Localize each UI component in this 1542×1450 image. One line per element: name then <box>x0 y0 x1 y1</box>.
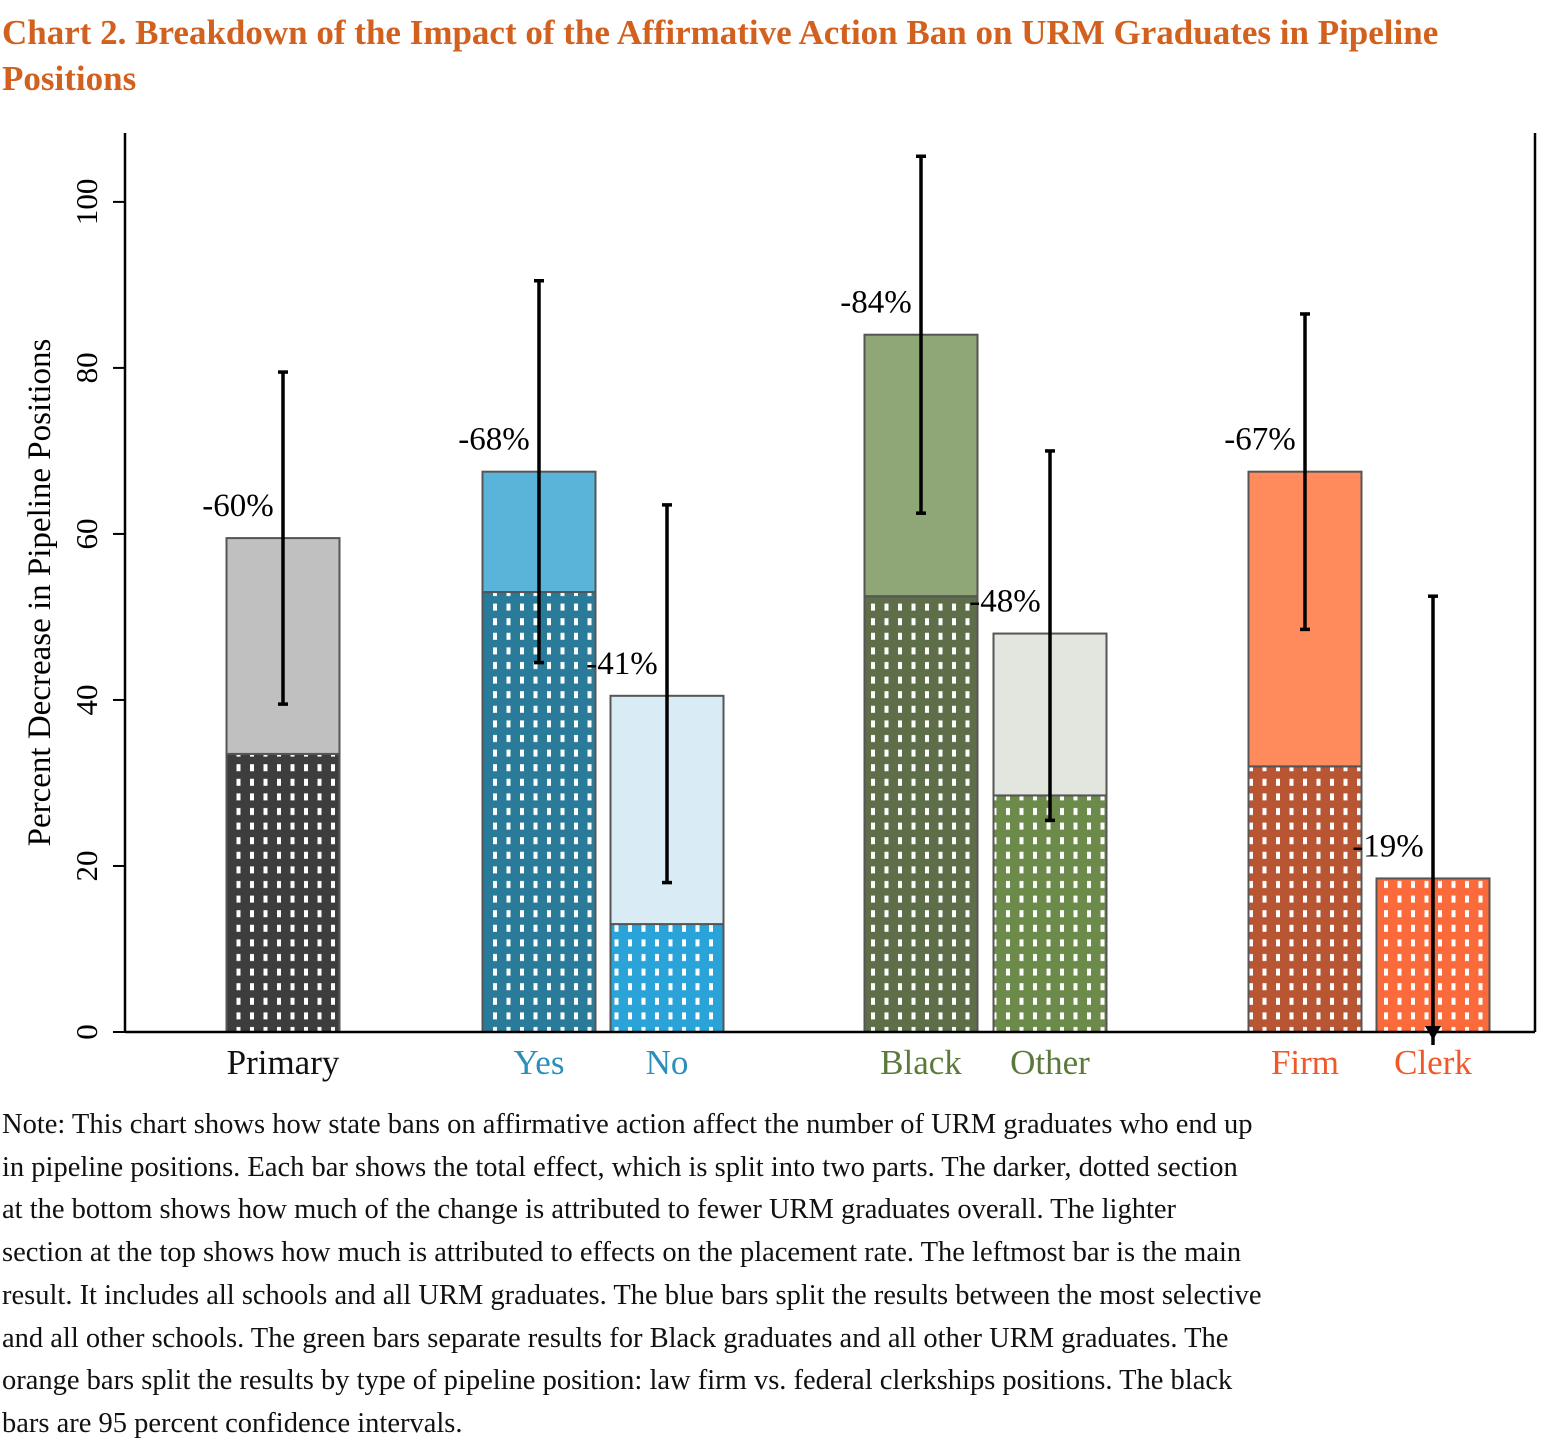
x-tick-label: Primary <box>227 1043 340 1082</box>
error-bar-group <box>916 154 926 515</box>
error-bar-group <box>1300 312 1310 632</box>
note-line: in pipeline positions. Each bar shows th… <box>2 1151 1238 1183</box>
y-axis-title: Percent Decrease in Pipeline Positions <box>22 339 58 847</box>
note-line: result. It includes all schools and all … <box>2 1279 1262 1311</box>
x-tick-label: Black <box>880 1043 962 1082</box>
bar-label: -19% <box>1352 828 1423 864</box>
error-bar-group <box>534 279 544 665</box>
dot-pattern <box>994 796 1106 1031</box>
dot-pattern <box>611 925 723 1031</box>
error-bar-group <box>1045 449 1055 823</box>
dot-pattern <box>483 593 595 1031</box>
bar-label: -67% <box>1224 422 1295 458</box>
x-tick-label: Yes <box>514 1043 565 1082</box>
chart: Percent Decrease in Pipeline Positions 0 2… <box>22 133 1537 1082</box>
note-line: at the bottom shows how much of the chan… <box>2 1194 1177 1226</box>
bar-label: -41% <box>586 646 657 682</box>
bar-label: -68% <box>458 422 529 458</box>
y-tick-label: 20 <box>69 850 104 881</box>
chart-title: Chart 2. Breakdown of the Impact of the … <box>2 13 1439 98</box>
dot-pattern <box>865 597 977 1031</box>
bar-label: -60% <box>202 488 273 524</box>
x-tick-label: Other <box>1010 1043 1090 1082</box>
note-line: Note: This chart shows how state bans on… <box>2 1109 1253 1140</box>
y-tick-label: 40 <box>69 684 104 715</box>
note-line: section at the top shows how much is att… <box>2 1237 1242 1269</box>
error-bar-group <box>278 370 288 706</box>
y-tick-label: 100 <box>69 179 104 226</box>
dot-pattern <box>227 754 339 1031</box>
dot-pattern <box>1249 767 1361 1031</box>
error-bar-group <box>662 503 672 885</box>
x-tick-label: Firm <box>1271 1043 1339 1082</box>
y-tick-label: 80 <box>69 352 104 383</box>
bar-label: -48% <box>969 584 1040 620</box>
note-line: bars are 95 percent confidence intervals… <box>2 1407 463 1439</box>
y-tick-label: 60 <box>69 518 104 549</box>
error-bar-group <box>1428 594 1438 1045</box>
note: Note: This chart shows how state bans on… <box>2 1104 1542 1446</box>
y-tick-label: 0 <box>69 1024 104 1040</box>
note-line: and all other schools. The green bars se… <box>2 1322 1229 1354</box>
x-tick-label: No <box>646 1043 689 1082</box>
bar-label: -84% <box>840 285 911 321</box>
note-line: orange bars split the results by type of… <box>2 1365 1233 1397</box>
x-tick-label: Clerk <box>1394 1043 1472 1082</box>
